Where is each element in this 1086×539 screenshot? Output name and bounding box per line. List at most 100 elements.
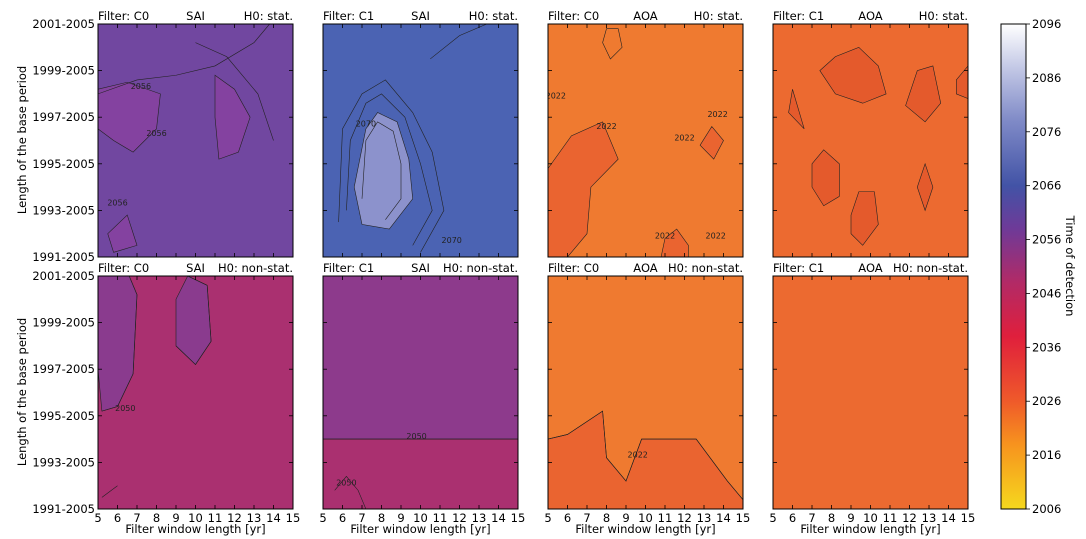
x-tick-label: 7: [583, 511, 590, 525]
contour-label: 2056: [146, 129, 166, 138]
panel-hypothesis-title: H0: stat.: [469, 9, 518, 23]
x-tick-label: 13: [697, 511, 712, 525]
x-tick-label: 12: [902, 511, 917, 525]
panel-index-title: SAI: [411, 9, 430, 23]
contour-patch: [214, 74, 251, 160]
panel-hypothesis-title: H0: stat.: [244, 9, 293, 23]
x-tick-label: 15: [286, 511, 301, 525]
x-tick-label: 11: [658, 511, 673, 525]
x-tick-label: 10: [188, 511, 203, 525]
x-tick-label: 9: [172, 511, 179, 525]
panel-filter-title: Filter: C1: [323, 261, 374, 275]
panel-index-title: SAI: [411, 261, 430, 275]
colorbar-tick-label: 2046: [1032, 286, 1061, 300]
y-axis-label-top: Length of the base period: [15, 66, 29, 214]
x-tick-label: 5: [769, 511, 776, 525]
panel-0-1: 2070 2070 Filter: C1 SAI H0: stat.: [322, 9, 519, 258]
y-tick-label: 2001-2005: [32, 269, 95, 283]
y-axis-label-bottom: Length of the base period: [15, 318, 29, 466]
panel-index-title: AOA: [858, 9, 883, 23]
contour-patch: [353, 112, 414, 230]
x-tick-label: 12: [227, 511, 242, 525]
contour-label: 2022: [655, 231, 675, 240]
panel-filter-title: Filter: C0: [548, 261, 599, 275]
x-tick-label: 6: [564, 511, 571, 525]
x-tick-label: 14: [941, 511, 956, 525]
x-axis-label-1: Filter window length [yr]: [125, 522, 265, 536]
panel-hypothesis-title: H0: non-stat.: [218, 261, 293, 275]
panel-index-title: AOA: [633, 9, 658, 23]
panel-index-title: SAI: [186, 261, 205, 275]
panel-hypothesis-title: H0: non-stat.: [893, 261, 968, 275]
y-tick-label: 2001-2005: [32, 17, 95, 31]
contour-label: 2056: [131, 82, 151, 91]
contour-label: 2070: [356, 120, 376, 129]
panel-filter-title: Filter: C1: [773, 9, 824, 23]
contour-line: [334, 475, 367, 509]
y-tick-label: 1997-2005: [32, 362, 95, 376]
panel-1-3: Filter: C1 AOA H0: non-stat. 5 6 7 8 9 10 11 12 13 1…: [769, 261, 975, 525]
contour-line: [430, 24, 487, 60]
panel-0-0: 2056 2056 2056 Filter: C0 SAI H0: stat. 1991-2…: [32, 9, 294, 264]
contour-line: [101, 276, 138, 412]
colorbar-tick-label: 2096: [1032, 17, 1061, 31]
panel-filter-title: Filter: C0: [98, 9, 149, 23]
x-tick-label: 6: [114, 511, 121, 525]
contour-label: 2022: [707, 110, 727, 119]
x-tick-label: 11: [883, 511, 898, 525]
x-tick-label: 5: [94, 511, 101, 525]
x-tick-label: 6: [789, 511, 796, 525]
panel-hypothesis-title: H0: stat.: [919, 9, 968, 23]
contour-label: 2070: [442, 236, 462, 245]
contour-patch: [905, 65, 942, 123]
contour-patch: [819, 46, 887, 104]
x-tick-label: 7: [133, 511, 140, 525]
x-tick-label: 7: [808, 511, 815, 525]
panel-index-title: AOA: [633, 261, 658, 275]
panel-filter-title: Filter: C0: [98, 261, 149, 275]
panel-field: [773, 276, 968, 509]
x-axis-label-2: Filter window length [yr]: [350, 522, 490, 536]
contour-line: [346, 93, 433, 246]
x-tick-label: 7: [358, 511, 365, 525]
contour-line: [548, 410, 743, 500]
x-tick-label: 10: [638, 511, 653, 525]
contour-patch: [548, 121, 619, 257]
contour-patch: [323, 438, 518, 509]
contour-label: 2022: [706, 231, 726, 240]
y-tick-label: 1991-2005: [32, 250, 95, 264]
colorbar-label: Time of detection: [1063, 215, 1077, 317]
y-tick-label: 1993-2005: [32, 203, 95, 217]
x-tick-label: 13: [247, 511, 262, 525]
colorbar-gradient: [1000, 23, 1027, 510]
x-tick-label: 13: [472, 511, 487, 525]
y-tick-label: 1995-2005: [32, 157, 95, 171]
contour-patch: [660, 228, 689, 257]
colorbar-tick-label: 2066: [1032, 179, 1061, 193]
contour-patch: [811, 149, 840, 207]
contour-label: 2056: [107, 199, 127, 208]
panel-1-0: 2050 Filter: C0 SAI H0: non-stat. 5 6 7 8 9 10 11 1…: [32, 261, 300, 525]
contour-label: 2050: [115, 404, 135, 413]
panel-1-2: 2022 Filter: C0 AOA H0: non-stat. 5 6 7 8 9 10 11 1…: [544, 261, 750, 525]
x-tick-label: 5: [319, 511, 326, 525]
contour-label: 2050: [406, 432, 426, 441]
contour-line: [175, 276, 212, 366]
x-tick-label: 8: [603, 511, 610, 525]
x-tick-label: 14: [266, 511, 281, 525]
colorbar-tick-label: 2076: [1032, 125, 1061, 139]
contour-line: [195, 42, 274, 141]
contour-label: 2022: [674, 134, 694, 143]
contour-label: 2022: [596, 122, 616, 131]
contour-label: 2050: [336, 479, 356, 488]
colorbar-tick-label: 2086: [1032, 71, 1061, 85]
colorbar-tick-label: 2006: [1032, 502, 1061, 516]
y-tick-label: 1999-2005: [32, 64, 95, 78]
panel-filter-title: Filter: C0: [548, 9, 599, 23]
panel-field: [323, 24, 518, 257]
x-tick-label: 9: [847, 511, 854, 525]
colorbar: 2006 2016 2026 2036 2046 2056 2066 2076 2086 2096…: [1000, 17, 1077, 516]
x-tick-label: 10: [863, 511, 878, 525]
contour-line: [602, 28, 623, 60]
